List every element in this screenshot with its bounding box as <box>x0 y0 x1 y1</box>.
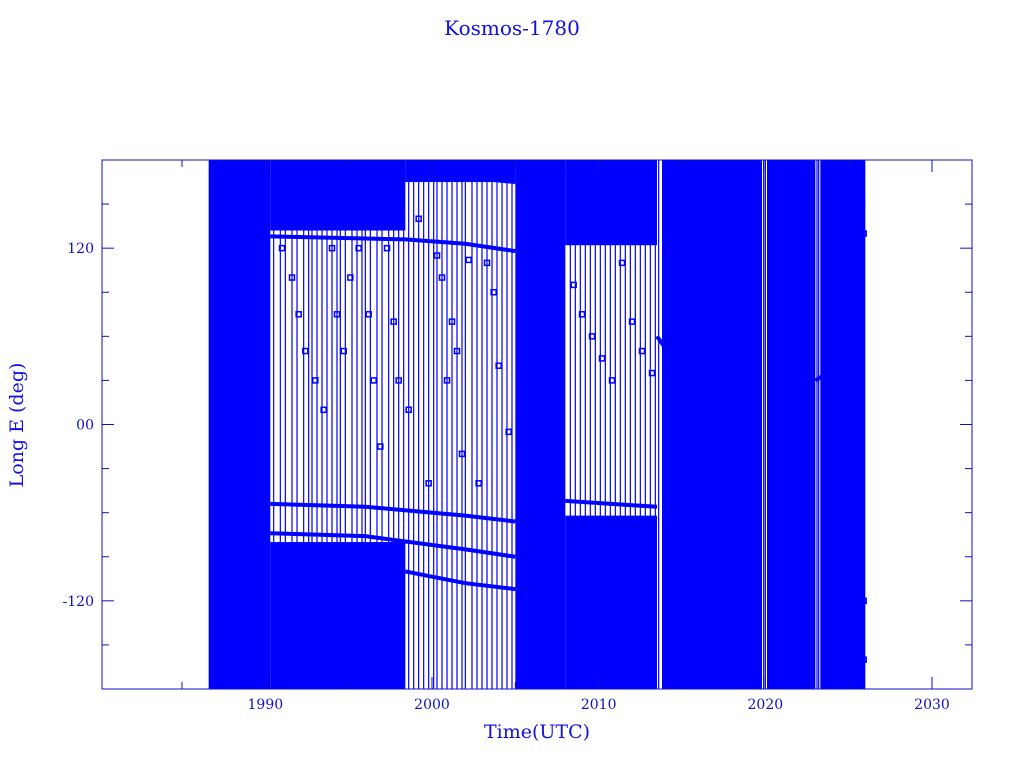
data-point <box>390 318 397 325</box>
dense-region <box>405 160 516 183</box>
data-point <box>512 171 519 178</box>
track-line <box>565 498 658 509</box>
axes: 1990 2000 2010 2020 2030 -120 00 120 <box>63 159 973 713</box>
data-point <box>333 311 341 318</box>
chart-marks <box>208 160 867 689</box>
dense-region <box>208 160 271 689</box>
x-tick-label: 2000 <box>414 697 450 713</box>
data-point <box>340 347 347 355</box>
data-point <box>278 244 286 252</box>
data-point <box>495 362 502 369</box>
data-point <box>365 311 372 318</box>
track-line <box>655 335 701 397</box>
data-point <box>553 252 561 259</box>
data-point <box>370 377 377 384</box>
data-point <box>475 480 482 487</box>
data-point <box>425 480 432 487</box>
data-point <box>355 244 362 252</box>
data-point <box>505 428 512 436</box>
data-point <box>858 200 866 208</box>
data-point <box>638 347 646 355</box>
data-point <box>578 311 586 318</box>
y-axis-label: Long E (deg) <box>6 363 28 488</box>
data-point <box>458 450 466 458</box>
data-point <box>453 347 461 355</box>
data-point <box>490 289 497 296</box>
data-point <box>320 406 327 414</box>
dense-region <box>565 160 657 246</box>
track-line <box>270 501 516 524</box>
data-point <box>395 377 402 384</box>
data-point <box>483 259 491 267</box>
y-tick-label: 00 <box>76 418 94 434</box>
dense-region <box>270 160 406 231</box>
x-tick-label: 2020 <box>748 697 784 713</box>
data-point <box>570 281 577 289</box>
data-point <box>628 318 636 325</box>
chart-title: Kosmos-1780 <box>444 16 580 40</box>
data-point <box>415 215 422 223</box>
x-axis-label: Time(UTC) <box>484 721 590 743</box>
dense-region <box>270 542 406 689</box>
data-point <box>438 274 446 281</box>
data-point <box>598 355 606 362</box>
y-tick-label: -120 <box>63 594 94 610</box>
dense-region <box>565 515 657 689</box>
data-point <box>588 333 596 340</box>
data-point <box>302 347 309 355</box>
data-point <box>853 509 861 516</box>
data-point <box>312 377 319 384</box>
data-point <box>295 311 302 318</box>
data-point <box>465 256 472 264</box>
y-tick-label: 120 <box>67 241 94 257</box>
data-point <box>328 244 336 252</box>
data-point <box>860 597 867 605</box>
track-line <box>814 363 842 383</box>
dense-region <box>820 160 866 689</box>
data-point <box>618 259 626 267</box>
x-tick-label: 2030 <box>914 697 950 713</box>
track-line <box>405 169 516 185</box>
x-tick-label: 2010 <box>581 697 617 713</box>
data-point <box>405 406 412 414</box>
data-point <box>288 274 296 281</box>
dense-region <box>662 160 762 689</box>
track-line <box>404 569 516 592</box>
data-point <box>347 274 354 281</box>
data-point <box>828 465 836 472</box>
data-point <box>443 377 451 384</box>
dense-region <box>515 160 566 689</box>
data-point <box>433 252 441 259</box>
track-line <box>270 234 516 254</box>
data-point <box>860 230 867 237</box>
x-tick-label: 1990 <box>248 697 284 713</box>
data-point <box>860 656 867 663</box>
dense-region <box>767 160 816 689</box>
track-line <box>270 531 516 559</box>
data-point <box>648 369 656 377</box>
data-point <box>608 377 616 384</box>
data-point <box>377 443 384 450</box>
data-point <box>448 318 456 325</box>
data-point <box>383 244 391 252</box>
